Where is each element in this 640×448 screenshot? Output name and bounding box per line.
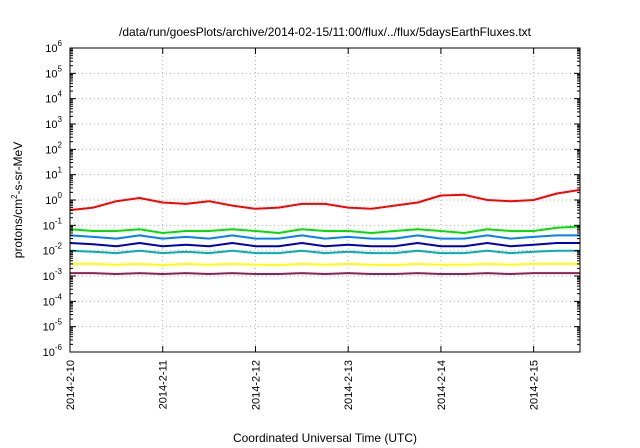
y-tick-base: 10 <box>45 43 57 55</box>
x-tick-labels: 2014-2-10 2014-2-11 2014-2-12 2014-2-13 2014… <box>65 360 541 410</box>
x-tick-label: 2014-2-13 <box>343 360 355 410</box>
y-tick-exponent: -6 <box>55 343 63 352</box>
y-tick-label: 10-5 <box>43 318 63 334</box>
y-tick-exponent: 5 <box>58 64 63 73</box>
y-axis-label-rest: -s-sr-MeV <box>11 142 25 195</box>
series-line <box>69 225 581 234</box>
y-tick-label: 100 <box>45 191 62 207</box>
y-tick-base: 10 <box>43 347 55 359</box>
chart-title: /data/run/goesPlots/archive/2014-02-15/1… <box>119 25 532 39</box>
y-tick-exponent: 6 <box>58 39 63 48</box>
ticks <box>69 47 580 353</box>
y-tick-base: 10 <box>43 322 55 334</box>
x-tick-label: 2014-2-10 <box>65 360 77 410</box>
x-axis-label: Coordinated Universal Time (UTC) <box>233 431 417 445</box>
x-tick-label: 2014-2-11 <box>158 360 170 409</box>
series-line <box>69 249 580 255</box>
y-tick-label: 101 <box>45 166 62 182</box>
y-tick-base: 10 <box>43 296 55 308</box>
y-tick-exponent: 3 <box>58 115 63 124</box>
y-tick-base: 10 <box>45 144 57 156</box>
y-tick-exponent: 1 <box>58 166 63 175</box>
y-tick-label: 10-2 <box>43 242 63 258</box>
y-tick-base: 10 <box>45 195 57 207</box>
series-line <box>69 242 580 248</box>
y-axis-label-sup: 2 <box>10 194 19 199</box>
y-tick-base: 10 <box>45 94 57 106</box>
y-tick-exponent: -3 <box>55 267 63 276</box>
y-tick-exponent: 4 <box>58 90 63 99</box>
y-tick-labels: 10610510410310210110010-110-210-310-410-… <box>43 39 63 359</box>
y-tick-label: 10-6 <box>43 343 63 359</box>
series-layer <box>69 188 581 275</box>
series-line <box>69 188 581 212</box>
y-tick-exponent: 2 <box>58 140 63 149</box>
y-tick-label: 10-1 <box>43 216 63 232</box>
y-tick-base: 10 <box>45 68 57 80</box>
y-tick-exponent: -2 <box>55 242 63 251</box>
series-line <box>70 262 580 267</box>
y-tick-exponent: -1 <box>55 216 63 225</box>
y-tick-label: 103 <box>45 115 62 131</box>
y-tick-base: 10 <box>43 220 55 232</box>
y-tick-base: 10 <box>43 271 55 283</box>
y-tick-label: 10-3 <box>43 267 63 283</box>
y-axis-label: protons/cm2-s-sr-MeV <box>10 142 25 258</box>
x-tick-label: 2014-2-14 <box>436 360 448 410</box>
y-tick-base: 10 <box>45 119 57 131</box>
x-tick-label: 2014-2-12 <box>250 360 262 410</box>
y-tick-exponent: -5 <box>55 318 63 327</box>
y-tick-label: 104 <box>45 90 62 106</box>
series-line <box>70 272 580 275</box>
y-tick-base: 10 <box>45 170 57 182</box>
y-tick-label: 106 <box>45 39 62 55</box>
series-line <box>69 234 580 240</box>
y-tick-base: 10 <box>43 246 55 258</box>
y-tick-label: 105 <box>45 64 62 80</box>
y-tick-exponent: 0 <box>58 191 63 200</box>
y-tick-label: 102 <box>45 140 62 156</box>
y-tick-exponent: -4 <box>55 292 63 301</box>
x-tick-label: 2014-2-15 <box>529 360 541 410</box>
y-tick-label: 10-4 <box>43 292 63 308</box>
y-axis-label-main: protons/cm <box>11 199 25 258</box>
